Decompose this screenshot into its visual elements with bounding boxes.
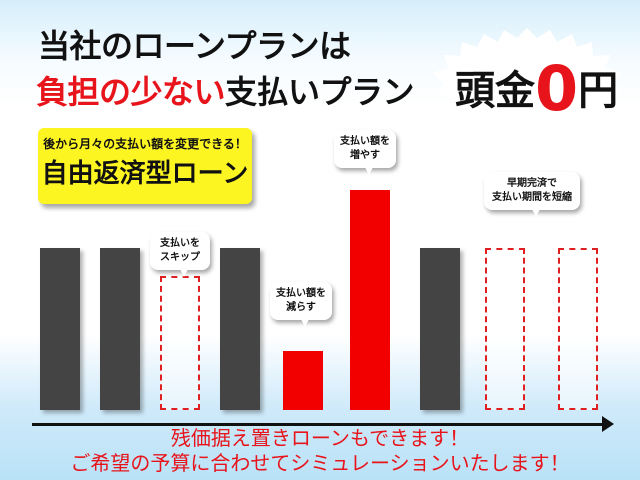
callout-text: 支払い期間を短縮 [492, 192, 572, 203]
footer-line2: ご希望の予算に合わせてシミュレーションいたします！ [70, 451, 570, 475]
down-payment-badge: 頭金0円 [455, 52, 618, 125]
payment-bar-skipped [160, 276, 200, 410]
feature-subtitle: 後から月々の支払い額を変更できる！ [43, 137, 247, 151]
feature-box: 後から月々の支払い額を変更できる！ 自由返済型ローン [38, 128, 252, 204]
headline-black-text: 支払いプラン [225, 73, 415, 111]
payment-bar-eliminated [558, 248, 598, 410]
starburst-badge-bg [432, 28, 622, 132]
badge-suffix: 円 [578, 68, 619, 114]
badge-prefix: 頭金 [455, 68, 535, 114]
callout-shorten: 早期完済で支払い期間を短縮 [484, 172, 580, 217]
callout-text: 増やす [350, 150, 380, 161]
callout-increase: 支払い額を 増やす [334, 130, 396, 175]
callout-text: 支払いを [160, 238, 200, 249]
arrowhead-icon [602, 416, 614, 432]
headline-line1: 当社のローンプランは [38, 27, 351, 65]
callout-text: スキップ [160, 252, 200, 263]
payment-bar-normal [220, 248, 260, 410]
payment-bar-reduced [283, 351, 323, 410]
payment-bar-normal [40, 248, 80, 410]
callout-text: 早期完済で [507, 178, 557, 189]
payment-bar-eliminated [485, 248, 525, 410]
callout-reduce: 支払い額を 減らす [270, 282, 332, 327]
callout-text: 減らす [286, 302, 316, 313]
payment-bar-normal [100, 248, 140, 410]
feature-title: 自由返済型ローン [41, 159, 249, 189]
payment-bar-normal [420, 248, 460, 410]
payment-bar-increased [350, 190, 390, 410]
timeline-arrow [32, 423, 604, 426]
callout-text: 支払い額を [340, 136, 390, 147]
callout-skip: 支払いを スキップ [150, 232, 210, 277]
headline-line2: 負担の少ない支払いプラン [36, 72, 415, 112]
footer-line1: 残価据え置きローンもできます！ [170, 426, 470, 450]
headline-red-text: 負担の少ない [36, 73, 226, 111]
badge-zero: 0 [535, 52, 579, 125]
callout-text: 支払い額を [276, 288, 326, 299]
